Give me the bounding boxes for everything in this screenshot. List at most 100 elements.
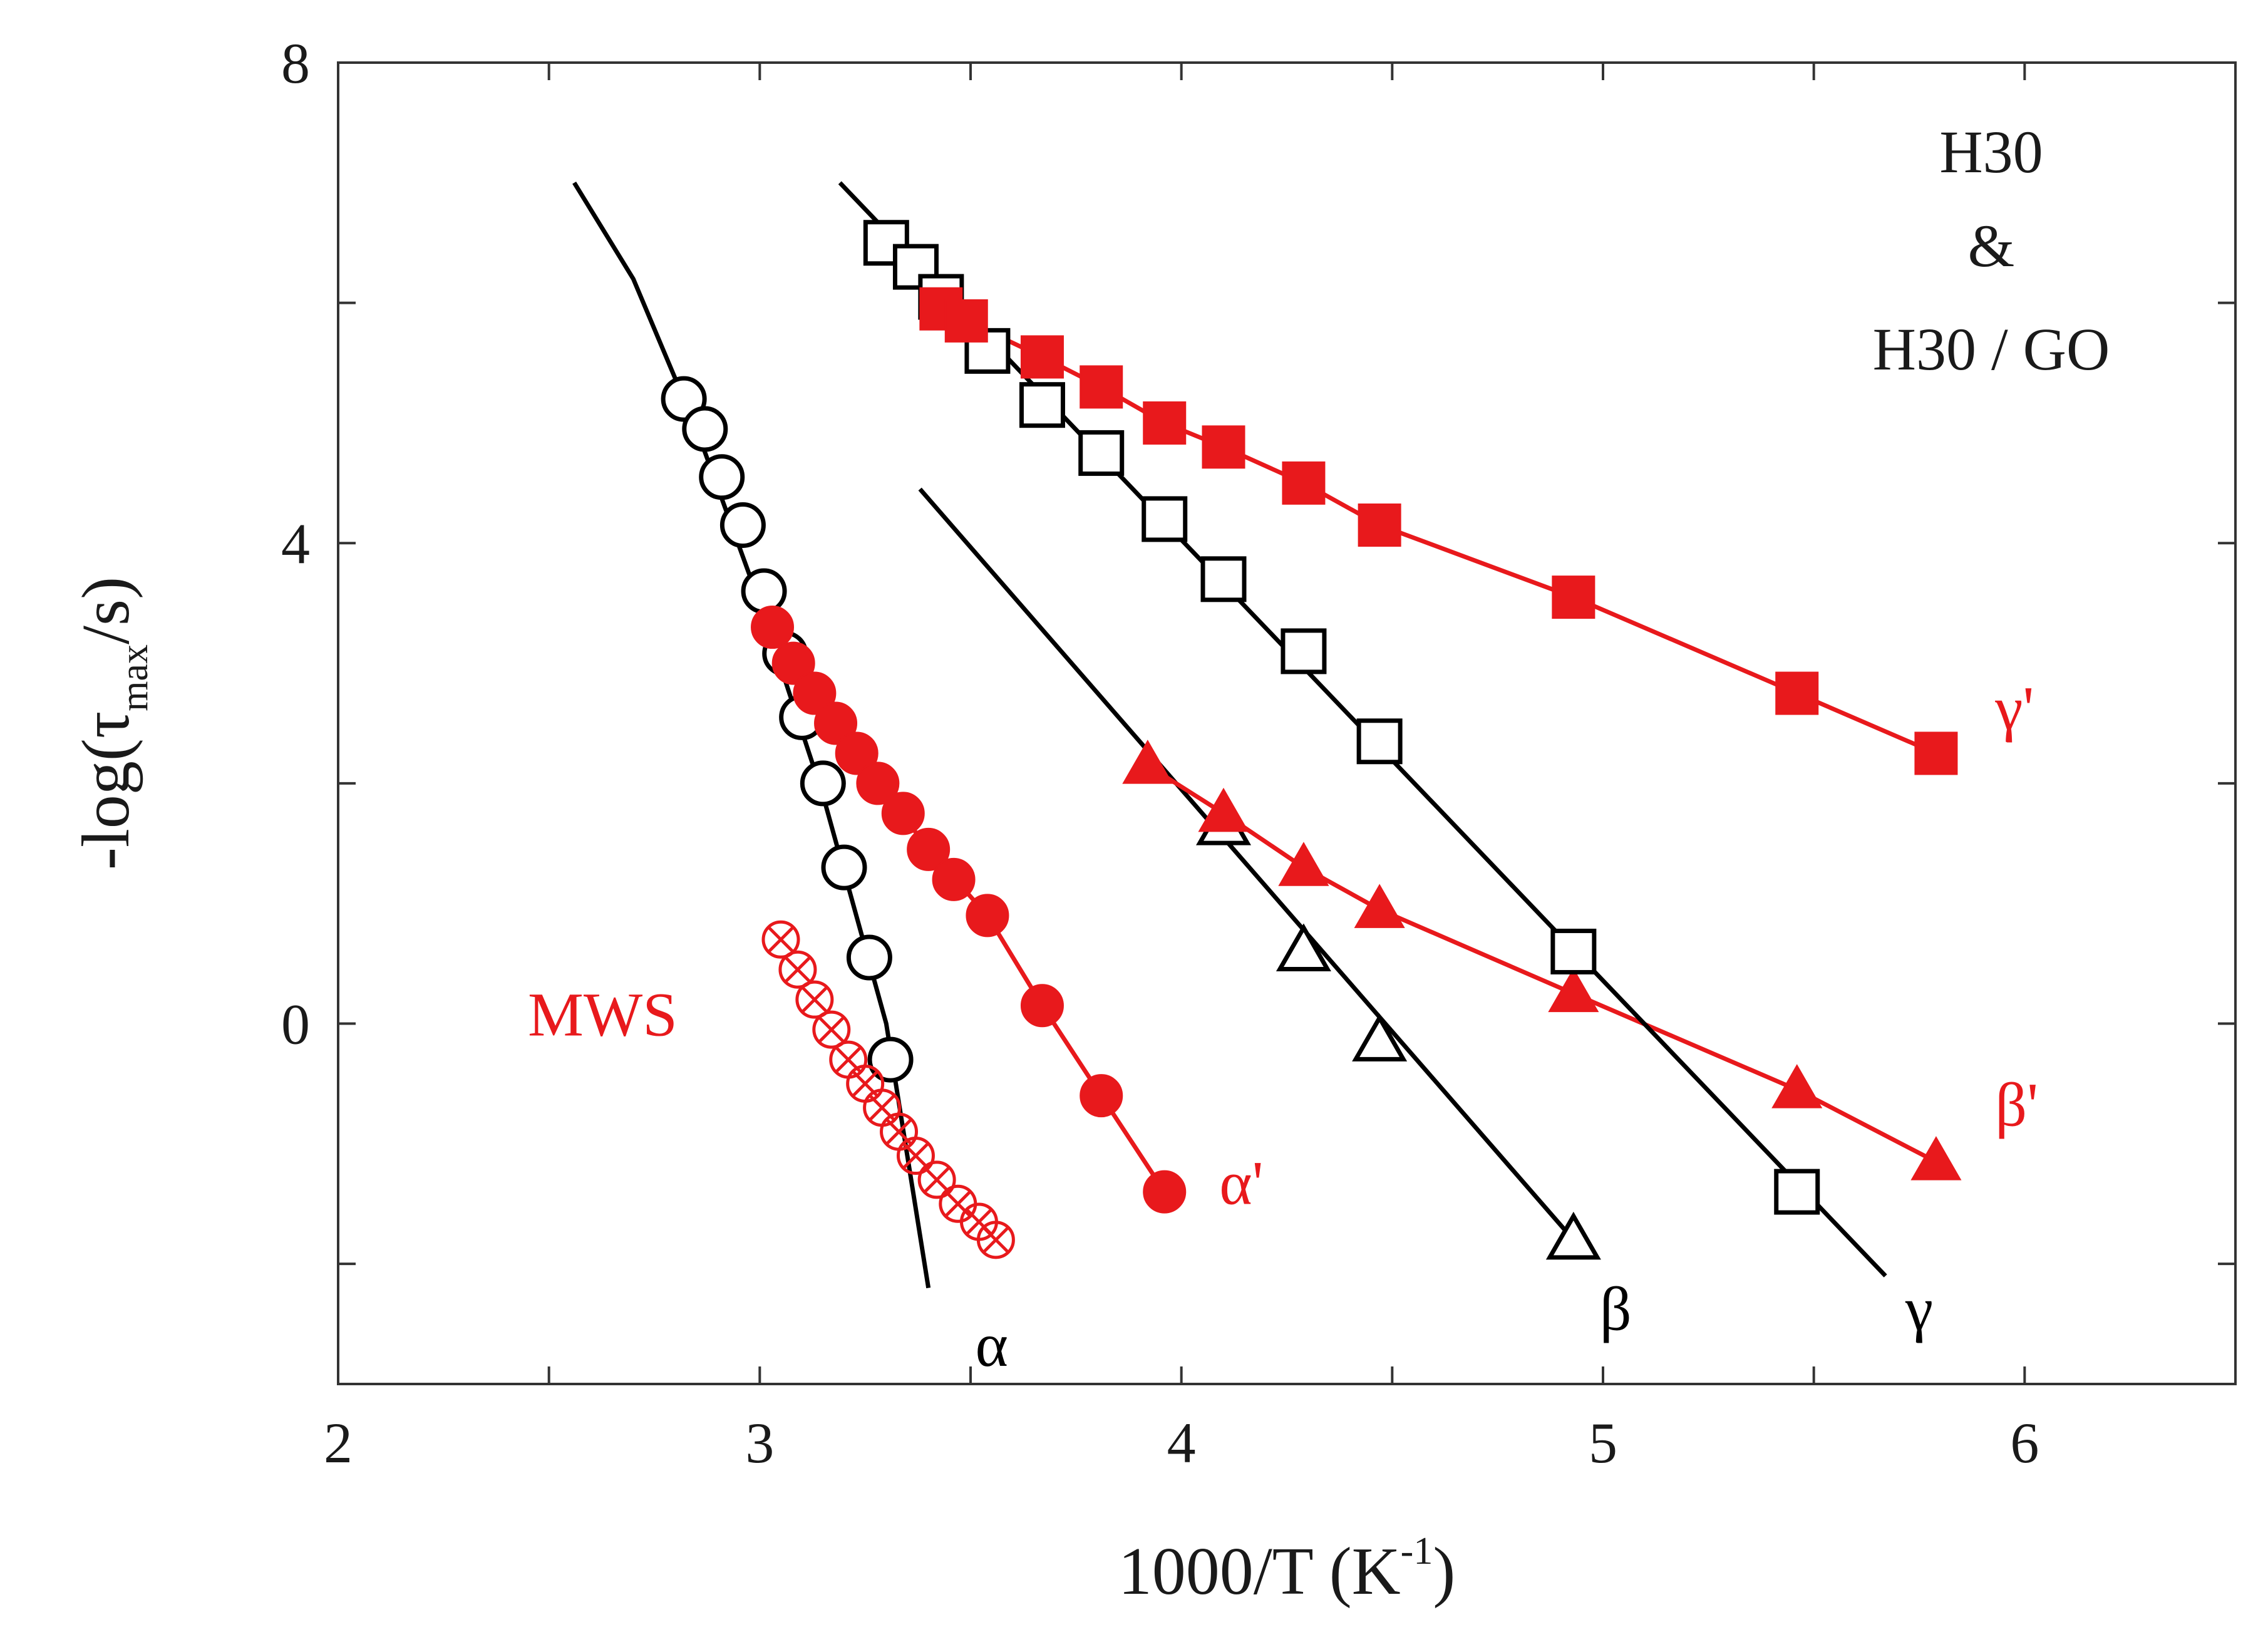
data-point [771,641,815,685]
data-point-cross [885,1118,913,1146]
data-point [1202,425,1245,469]
data-point [1914,731,1958,775]
data-point-ring [917,1160,956,1199]
plot-frame [337,61,2237,1385]
data-point [1198,787,1249,832]
data-point [741,568,787,614]
data-point [1020,335,1064,379]
data-point [778,950,817,989]
data-point-cross [923,1165,951,1194]
data-point [1080,365,1123,409]
data-point [682,406,728,452]
data-point [829,1040,868,1079]
data-point [1020,984,1064,1028]
legend-line-3: H30 / GO [1873,316,2110,383]
data-point [1552,576,1595,619]
data-point-ring [795,980,834,1019]
series-label-γ: γ [1905,1274,1933,1344]
data-point [1143,1170,1187,1214]
data-point [1122,740,1173,784]
data-point-ring [812,1010,851,1049]
data-point-cross [784,956,812,984]
series-label-MWS: MWS [528,980,678,1050]
data-point [751,606,795,649]
data-point [863,1088,902,1127]
data-point [944,299,988,343]
data-point [1143,401,1187,445]
data-point [1545,1211,1601,1260]
data-point [795,980,834,1019]
x-tick-label: 6 [2010,1411,2039,1475]
y-tick-label: 8 [281,31,310,95]
data-point-cross [944,1190,972,1218]
fit-line-α [572,181,931,1289]
data-markers [661,220,1962,1260]
data-point [1352,1013,1408,1061]
data-point [932,857,976,901]
data-point [1078,430,1125,476]
data-point [719,502,766,548]
data-point [1142,496,1188,542]
data-point-ring [896,1137,935,1175]
x-tick-label: 2 [324,1411,353,1475]
data-point [814,701,858,745]
data-point-cross [902,1142,930,1170]
data-point-cross [817,1016,845,1044]
data-point [1200,556,1247,602]
legend-line-1: H30 [1939,118,2043,185]
data-point-cross [800,986,828,1014]
data-point [881,792,925,835]
data-point [907,827,951,871]
y-tick-label: 0 [281,993,310,1056]
series-label-α: α [975,1310,1008,1380]
data-point [1774,1169,1820,1215]
data-point [892,244,939,290]
data-point [821,844,867,891]
data-point [1281,628,1327,674]
data-point [1358,504,1401,547]
data-point [1019,382,1065,428]
legend-line-2: & [1968,212,2015,279]
data-point-cross [851,1070,879,1098]
x-tick-label: 5 [1589,1411,1617,1475]
data-point [761,920,800,959]
y-axis-title-sub: max [113,644,156,711]
data-point [976,1221,1015,1259]
tick-labels: 2 3 4 5 6 0 4 8 [281,31,2039,1475]
data-point [846,1064,885,1103]
data-point [966,894,1009,937]
data-point [1356,718,1403,765]
series-label-β': β' [1995,1070,2038,1140]
data-point [917,1160,956,1199]
data-point [1354,884,1405,928]
data-point [1548,968,1599,1013]
data-point [793,671,837,715]
data-point [800,760,846,807]
data-point [1282,461,1326,505]
y-axis-title-main: -log(τ [69,711,143,870]
data-point-cross [868,1093,896,1122]
x-tick-label: 3 [745,1411,774,1475]
series-labels: α α' MWS β β' γ γ' [528,674,2038,1380]
data-point [699,454,745,500]
data-point [1910,1136,1962,1180]
x-tick-label: 4 [1167,1411,1196,1475]
x-axis-title-end: ) [1433,1534,1455,1609]
fit-line-β [918,487,1575,1242]
series-label-β: β [1600,1274,1632,1344]
x-axis-title: 1000/T (K-1) [1118,1530,1456,1609]
data-point [939,1184,977,1223]
data-point [1771,1064,1823,1108]
y-axis-title: -log(τmax/s) [69,577,156,870]
data-point [1775,671,1819,715]
data-point [1278,842,1329,886]
data-point [1276,923,1331,972]
data-point [856,762,900,805]
data-point-cross [982,1226,1010,1254]
x-axis-title-main: 1000/T (K [1118,1534,1401,1609]
data-point [896,1137,935,1175]
y-axis-title-end: /s) [69,577,143,644]
fit-lines [572,181,1937,1289]
data-point-cross [834,1046,862,1074]
